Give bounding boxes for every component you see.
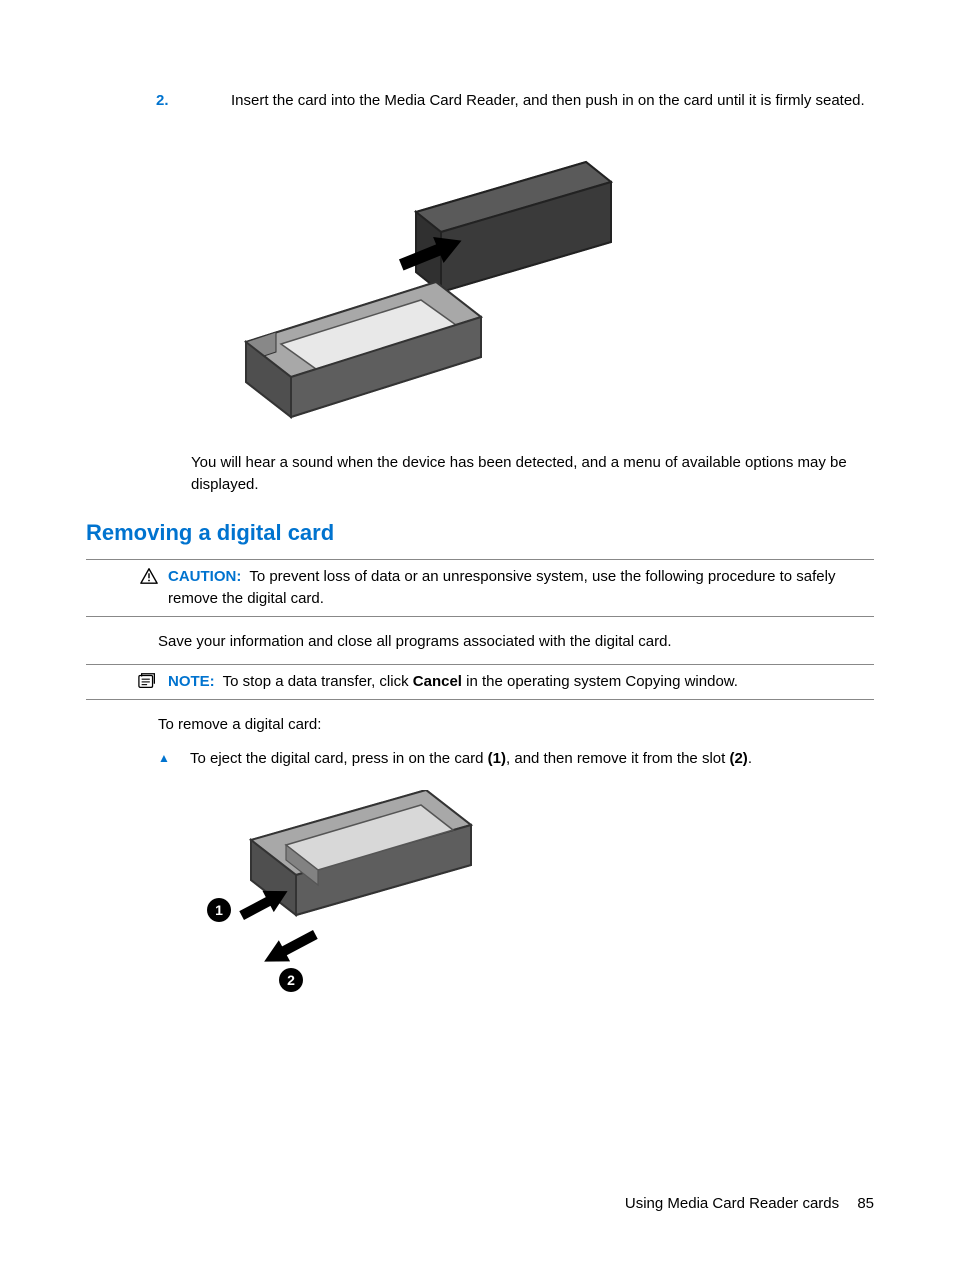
footer-page-number: 85 <box>857 1195 874 1212</box>
bullet-b2: (2) <box>729 750 747 767</box>
bullet-pre: To eject the digital card, press in on t… <box>190 750 488 767</box>
note-block: NOTE: To stop a data transfer, click Canc… <box>86 664 874 700</box>
note-bold: Cancel <box>413 673 462 690</box>
note-post: in the operating system Copying window. <box>462 673 738 690</box>
caution-body: CAUTION:To prevent loss of data or an un… <box>168 566 874 610</box>
after-figure-text: You will hear a sound when the device ha… <box>191 452 874 496</box>
bullet-text: To eject the digital card, press in on t… <box>190 748 874 770</box>
caution-icon <box>86 566 168 610</box>
page-footer: Using Media Card Reader cards 85 <box>625 1193 874 1215</box>
caution-text: To prevent loss of data or an unresponsi… <box>168 568 836 607</box>
svg-text:1: 1 <box>215 902 223 918</box>
note-body: NOTE: To stop a data transfer, click Canc… <box>168 671 874 693</box>
note-label: NOTE: <box>168 673 215 690</box>
remove-bullet-row: ▲ To eject the digital card, press in on… <box>158 748 874 770</box>
footer-text: Using Media Card Reader cards <box>625 1195 839 1212</box>
save-paragraph: Save your information and close all prog… <box>158 631 874 653</box>
step-2-row: 2. Insert the card into the Media Card R… <box>86 90 874 112</box>
bullet-marker-icon: ▲ <box>158 748 190 770</box>
bullet-post: . <box>748 750 752 767</box>
figure-insert-card <box>86 142 954 427</box>
note-icon <box>86 671 168 693</box>
caution-block: CAUTION:To prevent loss of data or an un… <box>86 559 874 617</box>
bullet-b1: (1) <box>488 750 506 767</box>
note-pre: To stop a data transfer, click <box>223 673 413 690</box>
step-2-text: Insert the card into the Media Card Read… <box>231 90 874 112</box>
section-heading: Removing a digital card <box>86 517 874 549</box>
remove-paragraph: To remove a digital card: <box>158 714 874 736</box>
bullet-mid: , and then remove it from the slot <box>506 750 729 767</box>
insert-card-illustration <box>216 142 616 427</box>
figure-remove-card: 1 2 <box>86 790 954 1020</box>
caution-label: CAUTION: <box>168 568 241 585</box>
remove-card-illustration: 1 2 <box>191 790 481 1020</box>
svg-text:2: 2 <box>287 972 295 988</box>
step-2-number: 2. <box>86 90 231 112</box>
